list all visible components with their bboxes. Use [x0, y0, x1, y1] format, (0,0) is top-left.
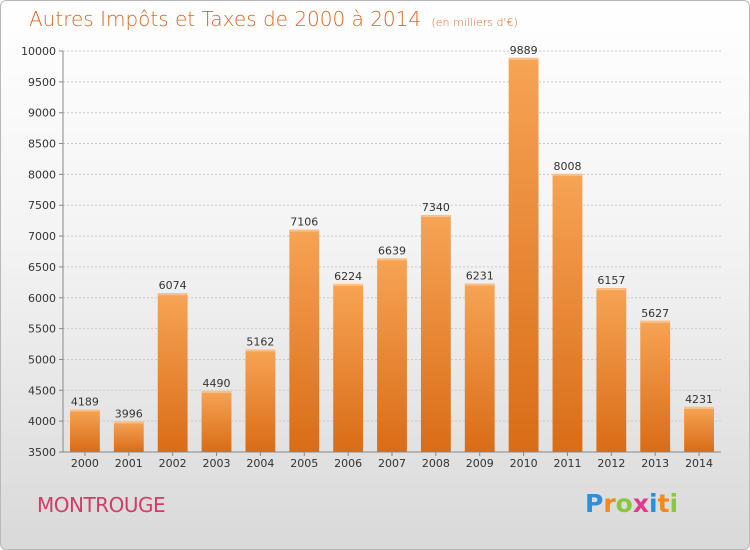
bar: [113, 421, 144, 452]
bar-top-highlight: [508, 57, 539, 60]
bar-value-label: 3996: [115, 407, 143, 420]
proxiti-logo: Proxiti: [585, 489, 678, 518]
bar-value-label: 4231: [685, 393, 713, 406]
bar-value-label: 6639: [378, 244, 406, 257]
bar-top-highlight: [640, 320, 671, 323]
bar: [640, 320, 671, 452]
y-tick-label: 9000: [28, 107, 56, 120]
bar: [596, 288, 627, 452]
bar-top-highlight: [596, 288, 627, 291]
bar-top-highlight: [333, 283, 364, 286]
bar-top-highlight: [420, 215, 451, 218]
chart-subtitle: (en milliers d'€): [431, 16, 518, 29]
bar-top-highlight: [70, 409, 100, 412]
y-tick-label: 9500: [28, 76, 56, 89]
x-tick-label: 2014: [685, 457, 713, 470]
logo-letter: i: [669, 489, 679, 518]
logo-letter: x: [632, 489, 649, 518]
x-tick-label: 2006: [334, 457, 362, 470]
logo-letter: t: [657, 489, 670, 518]
y-tick-label: 7500: [28, 199, 56, 212]
y-tick-label: 4500: [28, 384, 56, 397]
bar-value-label: 6074: [159, 279, 187, 292]
bar-value-label: 7106: [290, 216, 318, 229]
bar-value-label: 4189: [71, 395, 99, 408]
bar-top-highlight: [113, 421, 144, 424]
x-tick-label: 2004: [246, 457, 274, 470]
bar-top-highlight: [552, 173, 583, 176]
bar: [552, 173, 583, 452]
x-tick-label: 2012: [597, 457, 625, 470]
bar-top-highlight: [289, 229, 320, 232]
bar-value-label: 4490: [203, 377, 231, 390]
y-tick-label: 8000: [28, 168, 56, 181]
bar-top-highlight: [377, 258, 407, 261]
bar: [157, 293, 188, 452]
x-tick-label: 2000: [71, 457, 99, 470]
bar-value-label: 6224: [334, 270, 362, 283]
x-tick-label: 2010: [510, 457, 538, 470]
x-tick-label: 2001: [115, 457, 143, 470]
bar-value-label: 6231: [466, 270, 494, 283]
bar-value-label: 9889: [510, 44, 538, 57]
y-tick-label: 6500: [28, 261, 56, 274]
x-tick-label: 2003: [203, 457, 231, 470]
bar-top-highlight: [684, 406, 714, 409]
bar-value-label: 5627: [641, 307, 669, 320]
bar: [70, 409, 100, 452]
bars: 4189 3996 6074 4490 5162 7106 6224 6639 7340 6231…: [70, 44, 714, 453]
y-tick-label: 5500: [28, 323, 56, 336]
bar-value-label: 7340: [422, 201, 450, 214]
bar: [245, 349, 276, 452]
x-tick-label: 2008: [422, 457, 450, 470]
y-tick-label: 8500: [28, 138, 56, 151]
y-tick-label: 10000: [21, 45, 56, 58]
x-tick-label: 2005: [290, 457, 318, 470]
bar: [464, 283, 495, 452]
x-tick-label: 2009: [466, 457, 494, 470]
bar-top-highlight: [157, 293, 188, 296]
bar-top-highlight: [464, 283, 495, 286]
y-tick-label: 6000: [28, 292, 56, 305]
bar: [684, 406, 714, 452]
y-tick-label: 3500: [28, 446, 56, 459]
bar: [333, 283, 364, 452]
y-axis: 3500 4000 4500 5000 5500 6000 6500 7000 7500 8000…: [21, 45, 64, 459]
bar: [420, 215, 451, 452]
chart-title-text: Autres Impôts et Taxes de 2000 à 2014: [29, 7, 422, 31]
y-tick-label: 5000: [28, 353, 56, 366]
bar: [289, 229, 320, 452]
x-axis: 2000 2001 2002 2003 2004 2005 2006 2007 2008 2009…: [63, 451, 721, 470]
city-name: MONTROUGE: [37, 493, 166, 517]
logo-letter: P: [585, 489, 604, 518]
y-tick-label: 4000: [28, 415, 56, 428]
logo-letter: r: [603, 489, 616, 518]
bar-value-label: 6157: [597, 274, 625, 287]
logo-letter: i: [649, 489, 658, 518]
bar-value-label: 5162: [246, 335, 274, 348]
logo-letter: o: [615, 489, 633, 518]
y-tick-label: 7000: [28, 230, 56, 243]
bar: [377, 258, 407, 452]
bar-top-highlight: [245, 349, 276, 352]
x-tick-label: 2002: [159, 457, 187, 470]
bar: [201, 390, 232, 452]
bar-top-highlight: [201, 390, 232, 393]
chart-title: Autres Impôts et Taxes de 2000 à 2014 (e…: [29, 7, 518, 31]
x-tick-label: 2007: [378, 457, 406, 470]
x-tick-label: 2013: [641, 457, 669, 470]
x-tick-label: 2011: [553, 457, 581, 470]
bar-value-label: 8008: [553, 160, 581, 173]
bar: [508, 57, 539, 453]
